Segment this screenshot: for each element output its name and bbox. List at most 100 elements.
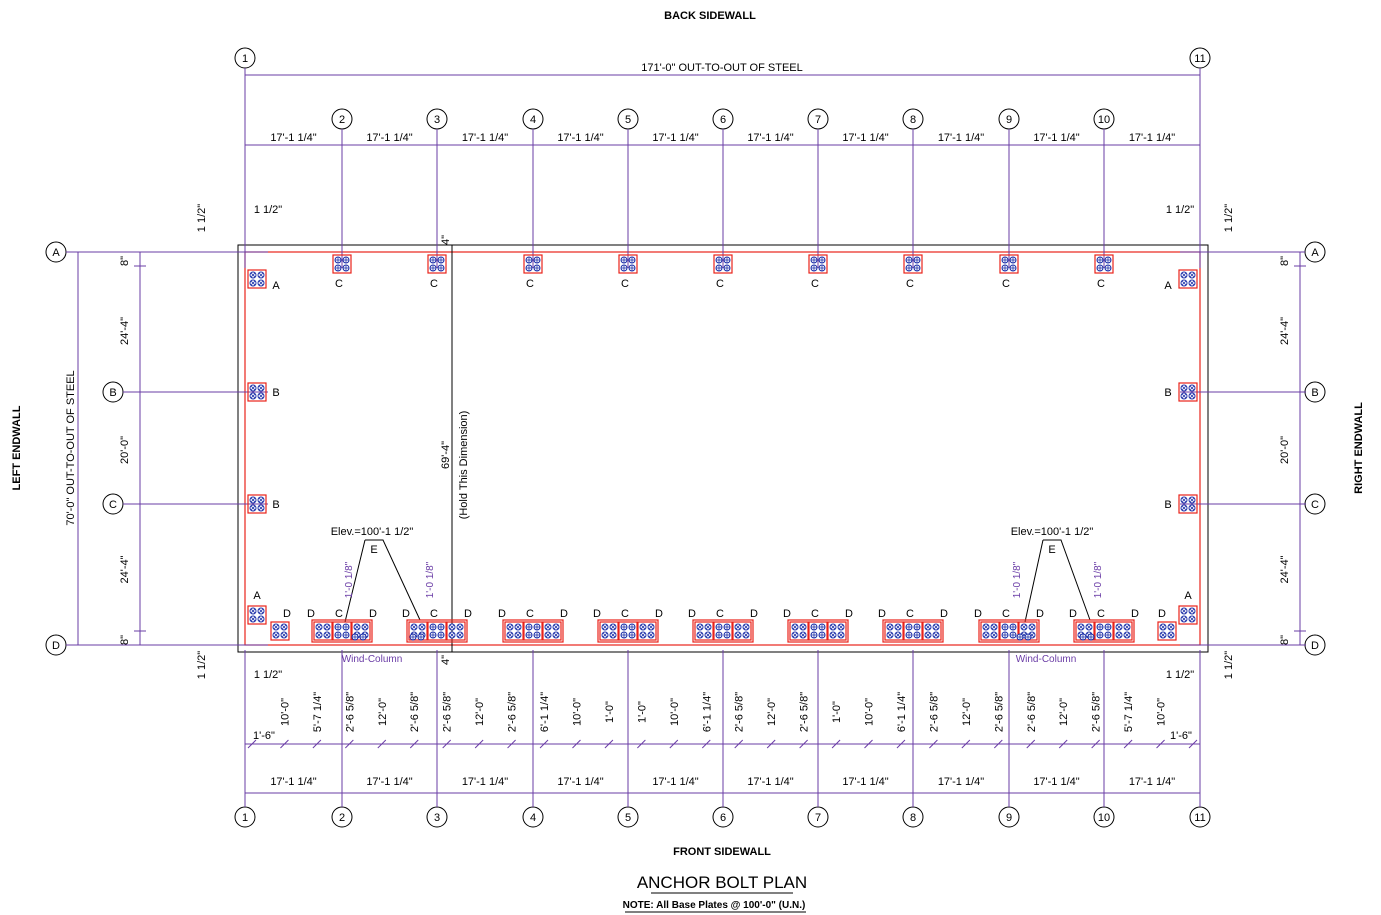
front-sub-dim-12: 1'-0" <box>604 701 616 723</box>
right-endwall-label: RIGHT ENDWALL <box>1353 402 1365 494</box>
front-sub-dim-29: 10'-0" <box>1156 698 1168 726</box>
front-plate-D-right-8-bolt-4-x2 <box>933 632 939 638</box>
front-plate-D-left-4-bolt-1-x2 <box>507 624 513 630</box>
back-plate-tag-3: C <box>430 278 438 290</box>
grid-col-top-8-label: 8 <box>910 114 916 126</box>
front-sub-tick-4 <box>344 739 354 749</box>
grid-col-bottom-1-label: 1 <box>242 812 248 824</box>
left-plate-A-top-bolt-2-x2 <box>258 272 264 278</box>
front-sub-dim-5: 12'-0" <box>377 698 389 726</box>
bay-dim-bottom-7: 17'-1 1/4" <box>842 776 888 788</box>
bay-dim-top-3: 17'-1 1/4" <box>462 132 508 144</box>
front-plate-D-right-3-bolt-2-x2 <box>457 624 463 630</box>
grid-col-bottom-9-label: 9 <box>1006 812 1012 824</box>
front-plate-D-left-8-bolt-3-x2 <box>887 632 893 638</box>
front-sub-tick-9 <box>507 739 516 749</box>
front-sidewall-label: FRONT SIDEWALL <box>673 846 771 858</box>
front-plate-group-5 <box>597 619 659 643</box>
front-sub-tick-21 <box>896 739 906 749</box>
elev-tag-right: E <box>1048 544 1055 556</box>
front-plate-D-right-10-bolt-2-x2 <box>1124 624 1130 630</box>
grid-col-bottom-8-label: 8 <box>910 812 916 824</box>
front-plate-group-3 <box>406 619 468 643</box>
front-sub-dim-2: 10'-0" <box>279 698 291 726</box>
front-plate-D-corner-right-bolt-3-x2 <box>1160 632 1166 638</box>
right-plate-A-bot-plate <box>1178 605 1198 625</box>
front-tag-D-left-7: D <box>783 608 791 620</box>
right-plate-A-top-bolt-4-x2 <box>1189 280 1195 286</box>
front-plate-C-7-plate <box>808 621 828 641</box>
front-plate-D-left-7-bolt-4-x2 <box>800 632 806 638</box>
front-sub-dim-4: 2'-6 5/8" <box>344 692 356 732</box>
front-tag-D-left-9: D <box>974 608 982 620</box>
front-plate-D-left-8-bolt-2-x2 <box>895 624 901 630</box>
back-plate-tag-4: C <box>526 278 534 290</box>
front-plate-C-3-plate <box>427 621 447 641</box>
front-plate-D-right-8-bolt-2-x2 <box>933 624 939 630</box>
front-plate-D-left-8-bolt-4-x2 <box>895 632 901 638</box>
front-plate-C-5-plate <box>618 621 638 641</box>
left-plate-B2-plate <box>247 494 267 514</box>
right-plate-B2-bolt-3-x2 <box>1181 505 1187 511</box>
front-plate-group-9 <box>978 619 1040 643</box>
right-plate-B2-bolt-2-x2 <box>1189 497 1195 503</box>
overall-length-dimension: 171'-0" OUT-TO-OUT OF STEEL <box>245 62 1200 76</box>
endwall-dim-left-4: 24'-4" <box>119 555 131 583</box>
inset-left-top: 1 1/2" <box>196 204 208 232</box>
front-sub-dim-24: 2'-6 5/8" <box>993 692 1005 732</box>
front-plate-D-left-8-bolt-1-x2 <box>887 624 893 630</box>
front-tag-C-8: C <box>906 608 914 620</box>
inset-4-top: 4" <box>440 235 452 245</box>
front-sub-tick-28 <box>1123 739 1133 749</box>
front-plate-D-corner-left-plate <box>270 621 290 641</box>
front-plate-D-right-3-bolt-1-x2 <box>449 624 455 630</box>
bay-dim-bottom-2: 17'-1 1/4" <box>366 776 412 788</box>
hold-dimension: 69'-4" (Hold This Dimension) 4" 4" <box>440 235 470 665</box>
front-plate-D-right-7-plate <box>827 621 847 641</box>
front-plate-D-corner-right-bolt-1-x2 <box>1160 624 1166 630</box>
left-plate-B2-bolt-2-x2 <box>258 497 264 503</box>
endwall-dim-right-2: 24'-4" <box>1279 317 1291 345</box>
front-plate-D-right-4-bolt-2-x2 <box>553 624 559 630</box>
corner-inset-dims: 1 1/2" 1 1/2" 1 1/2" 1 1/2" 1 1/2" 1 1/2… <box>196 204 1235 681</box>
grid-col-bottom-11-label: 11 <box>1194 812 1205 824</box>
back-plate-2-plate <box>332 254 352 274</box>
front-plate-D-left-9-bolt-1-x2 <box>983 624 989 630</box>
left-plate-B1-bolt-3-x2 <box>250 393 256 399</box>
back-plate-7-plate <box>808 254 828 274</box>
right-tag-B1: B <box>1164 387 1171 399</box>
front-plate-D-left-9-bolt-2-x2 <box>991 624 997 630</box>
grid-col-bottom-3-label: 3 <box>434 812 440 824</box>
front-sub-dim-13: 1'-0" <box>636 701 648 723</box>
overall-width-dimension: 70'-0" OUT-TO-OUT OF STEEL <box>65 252 79 645</box>
grid-col-top-3-label: 3 <box>434 114 440 126</box>
front-sub-tick-12 <box>604 739 614 749</box>
front-plate-D-corner-left-bolt-4-x2 <box>281 632 287 638</box>
front-plate-D-left-10-bolt-1-x2 <box>1078 624 1084 630</box>
front-plate-D-left-5-bolt-1-x2 <box>602 624 608 630</box>
front-sub-tick-23 <box>961 739 971 749</box>
front-tag-C-3: C <box>430 608 438 620</box>
front-plate-D-left-5-bolt-4-x2 <box>610 632 616 638</box>
front-plate-D-corner-right-plate <box>1157 621 1177 641</box>
front-plate-D-right-10-plate <box>1113 621 1133 641</box>
front-plate-C-6-plate <box>713 621 733 641</box>
grid-row-right-D-label: D <box>1311 640 1319 652</box>
back-plate-9-plate <box>999 254 1019 274</box>
front-plate-D-right-3-bolt-4-x2 <box>457 632 463 638</box>
front-tag-D-right-7: D <box>845 608 853 620</box>
left-tag-B2: B <box>272 499 279 511</box>
back-plate-3-plate <box>427 254 447 274</box>
endwall-dim-left-1: 8" <box>119 256 131 266</box>
back-plate-10-plate <box>1094 254 1114 274</box>
back-plate-tag-8: C <box>906 278 914 290</box>
front-tag-D-right-9: D <box>1036 608 1044 620</box>
front-plate-D-left-4-bolt-2-x2 <box>515 624 521 630</box>
grid-col-bottom-10-label: 10 <box>1098 812 1110 824</box>
front-plate-D-left-4-bolt-4-x2 <box>515 632 521 638</box>
grid-col-bottom-2-label: 2 <box>339 812 345 824</box>
bay-dim-top-2: 17'-1 1/4" <box>366 132 412 144</box>
left-plate-A-bot-bolt-1-x2 <box>250 608 256 614</box>
back-plate-tag-7: C <box>811 278 819 290</box>
front-plate-D-left-7-plate <box>789 621 809 641</box>
